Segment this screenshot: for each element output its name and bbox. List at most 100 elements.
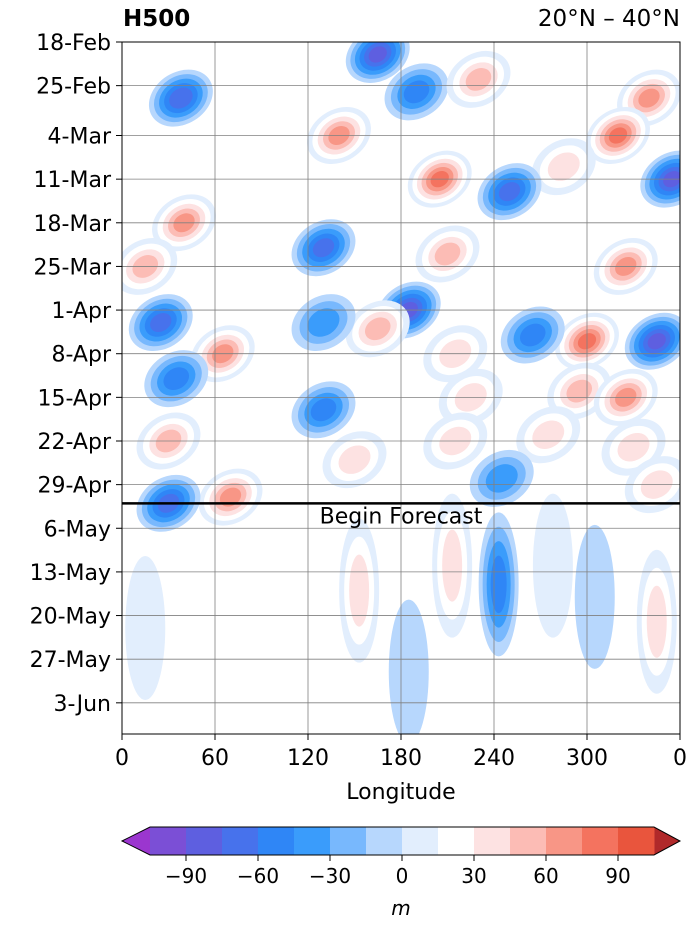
y-tick-label: 25-Feb xyxy=(36,75,111,100)
contour-level xyxy=(617,432,650,462)
y-tick-label: 29-Apr xyxy=(37,474,111,499)
anomaly-blob xyxy=(636,549,677,694)
contour-level xyxy=(442,529,463,602)
anomaly-blob xyxy=(532,493,573,638)
contour-level xyxy=(638,88,660,108)
colorbar-swatch xyxy=(150,827,187,855)
anomaly-blob xyxy=(345,300,410,358)
colorbar-swatch xyxy=(222,827,259,855)
colorbar-outline xyxy=(120,826,682,856)
colorbar-swatch xyxy=(294,827,331,855)
y-tick-label: 25-Mar xyxy=(34,255,112,280)
latitude-band-label: 20°N – 40°N xyxy=(537,6,680,32)
colorbar-tick-label: 0 xyxy=(396,864,409,888)
anomaly-blob xyxy=(469,449,534,507)
x-tick-label: 0 xyxy=(115,746,129,771)
x-tick-label: 300 xyxy=(566,746,608,771)
anomaly-blob xyxy=(291,294,356,352)
colorbar-swatch xyxy=(186,827,223,855)
anomaly-blob xyxy=(500,306,565,364)
contour-level xyxy=(532,420,565,449)
contour-level xyxy=(150,313,172,333)
contour-level xyxy=(519,323,546,347)
y-tick-label: 18-Mar xyxy=(34,212,112,237)
y-tick-label: 8-Apr xyxy=(51,343,111,368)
anomaly-blob xyxy=(477,163,542,221)
colorbar-tick-label: −90 xyxy=(165,864,207,888)
x-tick-label: 240 xyxy=(473,746,515,771)
y-tick-label: 15-Apr xyxy=(37,386,111,411)
colorbar-tick-label: 60 xyxy=(533,864,558,888)
anomaly-blob xyxy=(415,225,480,283)
colorbar-swatch xyxy=(582,827,619,855)
colorbar-swatch xyxy=(330,827,367,855)
colorbar-swatch xyxy=(438,827,475,855)
anomaly-blob xyxy=(478,512,519,657)
x-tick-label: 120 xyxy=(287,746,329,771)
colorbar-label: m xyxy=(391,896,410,920)
colorbar-swatch xyxy=(618,827,655,855)
y-tick-label: 13-May xyxy=(30,561,111,586)
colorbar-swatch xyxy=(546,827,583,855)
x-tick-label: 180 xyxy=(380,746,422,771)
anomaly-blob xyxy=(291,381,356,439)
anomaly-blob xyxy=(198,468,263,526)
anomaly-blob xyxy=(384,63,449,121)
anomaly-blob xyxy=(148,69,213,127)
anomaly-blob xyxy=(574,524,615,669)
x-axis: 0 60 120 180 240 300 0 xyxy=(115,734,687,771)
colorbar-tick-label: 30 xyxy=(461,864,486,888)
anomaly-blob xyxy=(446,50,511,108)
anomaly-blob xyxy=(516,406,581,464)
y-tick-label: 22-Apr xyxy=(37,430,111,455)
y-axis: 18-Feb 25-Feb 4-Mar 11-Mar 18-Mar 25-Mar 1-Apr… xyxy=(30,31,122,717)
anomaly-blob xyxy=(136,412,201,470)
anomaly-blob xyxy=(291,219,356,277)
contour-level xyxy=(465,68,492,91)
anomaly-blob xyxy=(388,599,429,734)
x-axis-label: Longitude xyxy=(346,780,455,805)
contour-level xyxy=(338,445,371,474)
y-tick-label: 11-Mar xyxy=(34,168,112,193)
colorbar-tick-label: −30 xyxy=(309,864,351,888)
contour-level xyxy=(647,333,666,350)
y-tick-label: 20-May xyxy=(30,605,111,630)
y-tick-label: 1-Apr xyxy=(51,299,111,324)
anomaly-blob xyxy=(322,431,387,489)
colorbar-tick-label: 90 xyxy=(605,864,630,888)
y-tick-label: 27-May xyxy=(30,648,111,673)
contour-level xyxy=(310,398,337,422)
contour-level xyxy=(368,46,387,63)
contour-level xyxy=(498,182,521,202)
anomaly-blob xyxy=(432,493,473,638)
contour-level xyxy=(169,87,193,109)
contour-level xyxy=(403,80,430,104)
anomaly-blob xyxy=(144,350,209,408)
anomaly-blob xyxy=(531,138,596,196)
colorbar-tick-label: −60 xyxy=(237,864,279,888)
colorbar-swatch xyxy=(366,827,403,855)
colorbar-extend-high xyxy=(654,827,680,855)
colorbar-swatch xyxy=(474,827,511,855)
contour-level xyxy=(532,493,573,638)
contour-level xyxy=(646,585,667,658)
chart-title: H500 xyxy=(123,6,191,32)
contour-level xyxy=(547,152,580,181)
colorbar-swatch xyxy=(258,827,295,855)
colorbar-swatch xyxy=(402,827,439,855)
forecast-label: Begin Forecast xyxy=(320,504,483,529)
y-tick-label: 3-Jun xyxy=(53,692,111,717)
contour-level xyxy=(312,238,335,258)
y-tick-label: 18-Feb xyxy=(36,31,111,56)
y-tick-label: 4-Mar xyxy=(48,125,112,150)
contour-level xyxy=(349,554,370,627)
colorbar-extend-low xyxy=(122,827,150,855)
y-tick-label: 6-May xyxy=(44,517,111,542)
contour-level xyxy=(490,555,507,614)
contour-level xyxy=(434,242,461,266)
x-tick-label: 0 xyxy=(673,746,687,771)
anomaly-blob xyxy=(339,518,380,663)
contour-level xyxy=(307,308,340,337)
anomaly-blob xyxy=(128,294,193,352)
